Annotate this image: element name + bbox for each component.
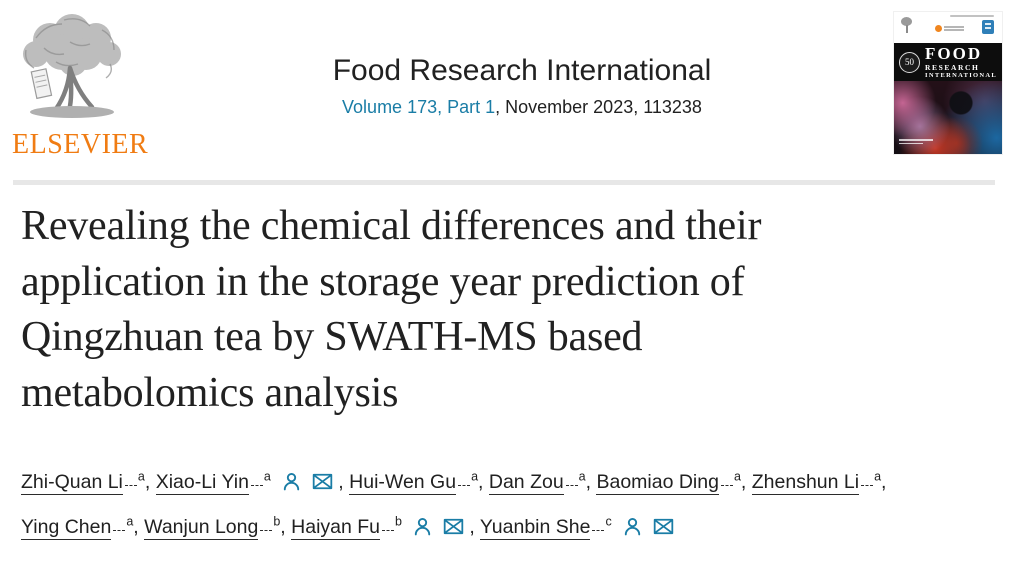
volume-issue-link[interactable]: Volume 173, Part 1 — [342, 97, 496, 117]
author-link[interactable]: Xiao-Li Yin — [155, 471, 249, 495]
envelope-icon[interactable] — [433, 516, 464, 538]
author-affiliation-sup: a — [578, 469, 586, 484]
author-underline-dash — [565, 483, 578, 486]
author-underline-dash — [861, 483, 874, 486]
fifty-years-badge: 50 — [899, 51, 920, 73]
elsevier-tree-icon — [23, 14, 121, 118]
envelope-icon[interactable] — [643, 516, 674, 538]
author-separator: , — [332, 471, 350, 493]
author-link[interactable]: Haiyan Fu — [291, 516, 381, 540]
author-separator: , — [133, 516, 145, 538]
author-underline-dash — [592, 528, 605, 531]
author-underline-dash — [720, 483, 733, 486]
journal-header: Food Research International Volume 173, … — [333, 54, 712, 118]
author-link[interactable]: Dan Zou — [488, 471, 564, 495]
author-separator: , — [881, 471, 892, 493]
author-list: Zhi-Quan Li a, Xiao-Li Yin a , Hui-Wen Gu a… — [21, 460, 991, 550]
cover-journal-name-1: FOOD — [925, 43, 983, 63]
author-underline-dash — [382, 528, 395, 531]
author-affiliation-sup: c — [605, 514, 612, 529]
person-icon[interactable] — [271, 471, 302, 493]
author-separator: , — [463, 516, 480, 538]
author-affiliation-sup: a — [471, 469, 479, 484]
header-divider — [13, 180, 995, 185]
journal-title[interactable]: Food Research International — [332, 54, 712, 87]
issue-date-text: , November 2023, 113238 — [495, 97, 702, 117]
author-underline-dash — [113, 528, 126, 531]
elsevier-wordmark: ELSEVIER — [12, 129, 149, 160]
article-title: Revealing the chemical differences and t… — [21, 203, 762, 416]
author-underline-dash — [250, 483, 263, 486]
author-underline-dash — [458, 483, 471, 486]
cover-caption-lines — [899, 137, 933, 146]
author-link[interactable]: Wanjun Long — [144, 516, 259, 540]
author-separator: , — [144, 471, 156, 493]
author-affiliation-sup: b — [273, 514, 281, 529]
author-separator: , — [740, 471, 752, 493]
person-icon[interactable] — [402, 516, 433, 538]
author-link[interactable]: Zhenshun Li — [751, 471, 860, 495]
author-link[interactable]: Yuanbin She — [479, 516, 591, 540]
cover-title-band: 50 FOOD RESEARCH INTERNATIONAL — [894, 43, 1002, 81]
elsevier-logo[interactable]: ELSEVIER — [10, 12, 150, 161]
author-link[interactable]: Baomiao Ding — [596, 471, 719, 495]
issue-line: Volume 173, Part 1, November 2023, 11323… — [333, 97, 712, 118]
author-link[interactable]: Ying Chen — [21, 516, 112, 540]
author-separator: , — [478, 471, 489, 493]
cover-journal-name-2: RESEARCH — [925, 62, 980, 72]
author-underline-dash — [124, 483, 137, 486]
cover-issue-microtext — [950, 15, 994, 17]
person-icon[interactable] — [612, 516, 643, 538]
author-separator: , — [280, 516, 292, 538]
cover-elsevier-mini-logo — [901, 17, 912, 33]
author-affiliation-sup: b — [395, 514, 402, 529]
author-affiliation-sup: a — [733, 469, 741, 484]
author-underline-dash — [260, 528, 273, 531]
cover-artwork — [894, 81, 1002, 154]
cover-society-logo — [982, 20, 994, 34]
author-affiliation-sup: a — [126, 514, 134, 529]
author-link[interactable]: Zhi-Quan Li — [21, 471, 123, 495]
envelope-icon[interactable] — [302, 471, 333, 493]
cover-top-strip — [894, 12, 1002, 43]
author-link[interactable]: Hui-Wen Gu — [349, 471, 457, 495]
cover-ifst-logo — [935, 24, 964, 33]
author-affiliation-sup: a — [874, 469, 882, 484]
journal-cover-thumbnail[interactable]: 50 FOOD RESEARCH INTERNATIONAL — [893, 11, 1003, 155]
author-separator: , — [585, 471, 597, 493]
author-affiliation-sup: a — [137, 469, 145, 484]
cover-journal-name-3: INTERNATIONAL — [925, 72, 998, 79]
author-affiliation-sup: a — [263, 469, 271, 484]
